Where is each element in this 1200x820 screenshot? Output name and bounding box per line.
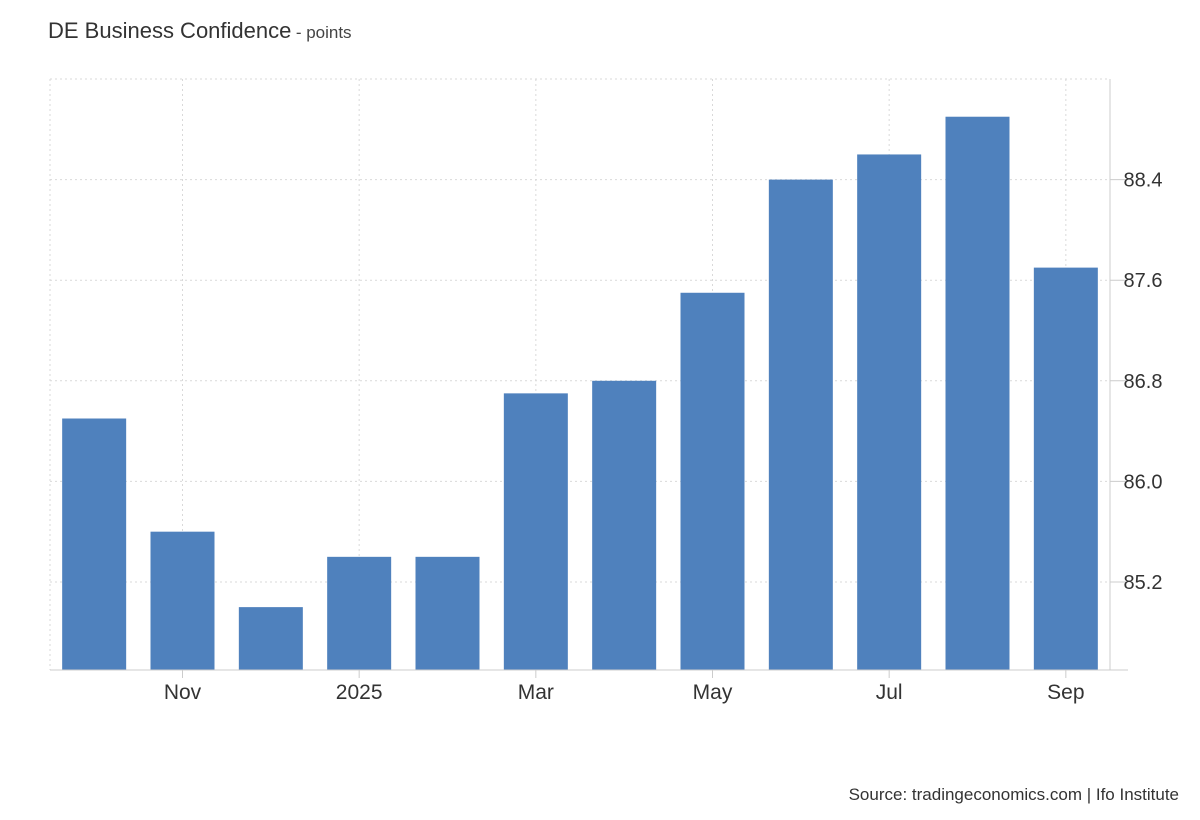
y-tick-label: 86.8 — [1124, 371, 1163, 393]
bar-2024-11 — [150, 531, 215, 670]
x-tick-label: May — [693, 681, 733, 704]
bar-2025-05 — [680, 292, 745, 670]
bar-2025-07 — [857, 154, 922, 671]
y-tick-label: 86.0 — [1124, 471, 1163, 493]
chart-unit-label: - points — [295, 23, 352, 42]
x-tick-label: Sep — [1047, 681, 1084, 704]
bar-2024-12 — [238, 607, 303, 670]
bar-2025-08 — [945, 116, 1010, 671]
bar-2025-06 — [768, 179, 833, 670]
bar-2025-01 — [327, 556, 392, 670]
y-tick-label: 88.4 — [1124, 170, 1163, 192]
chart-title-block: DE Business Confidence - points — [48, 18, 352, 44]
bar-2025-02 — [415, 556, 480, 670]
x-tick-label: Nov — [164, 681, 202, 704]
x-tick-label: Mar — [518, 681, 554, 704]
bar-2025-04 — [592, 380, 657, 670]
x-tick-label: Jul — [876, 681, 903, 704]
source-note: Source: tradingeconomics.com | Ifo Insti… — [848, 785, 1179, 804]
x-tick-label: 2025 — [336, 681, 383, 704]
y-tick-label: 87.6 — [1124, 270, 1163, 292]
bar-2025-03 — [503, 393, 568, 670]
chart-title: DE Business Confidence — [48, 18, 292, 43]
y-tick-label: 85.2 — [1124, 572, 1163, 594]
bar-2024-10 — [62, 418, 127, 670]
bar-2025-09 — [1033, 267, 1098, 670]
